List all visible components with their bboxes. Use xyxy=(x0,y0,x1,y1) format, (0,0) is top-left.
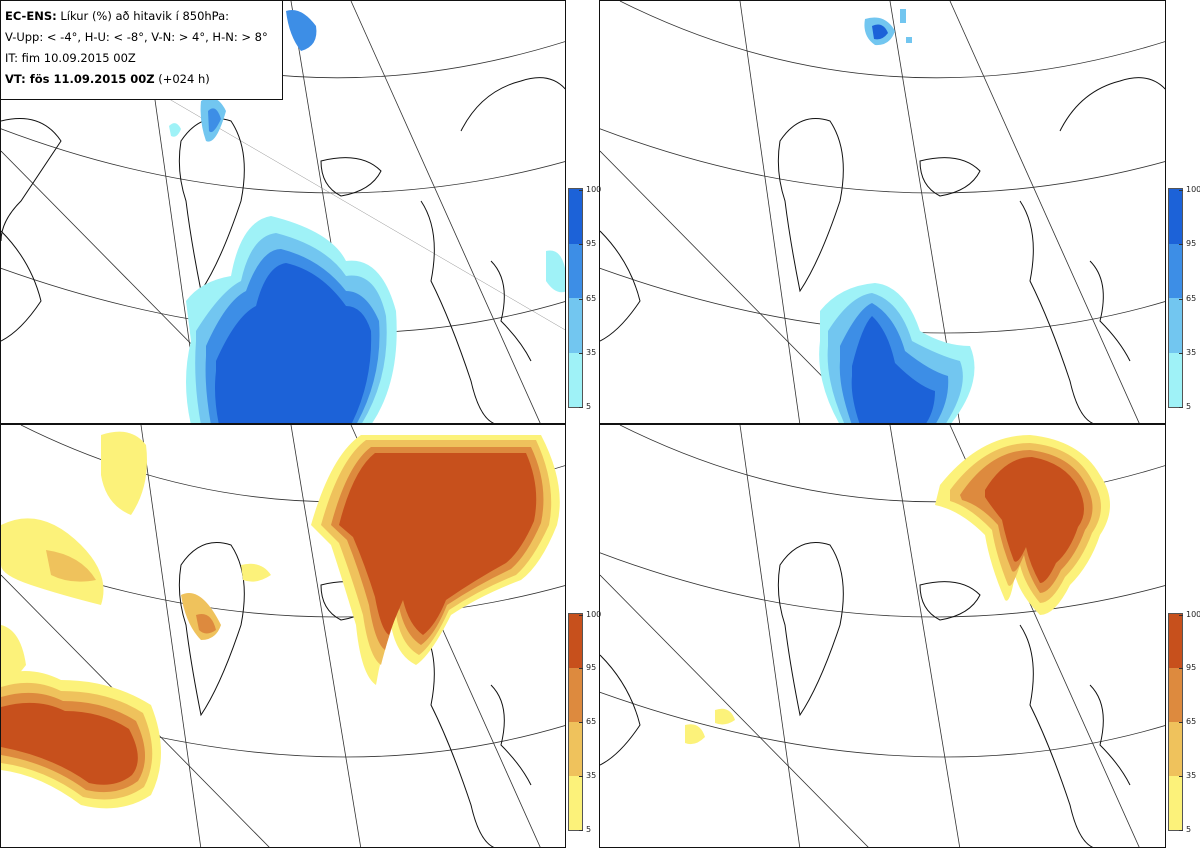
colorbar-tick-65: 65 xyxy=(1186,717,1197,726)
colorbar-tick-35: 35 xyxy=(586,771,597,780)
colorbar-tick-95: 95 xyxy=(586,239,597,248)
coastlines xyxy=(1,77,565,423)
map-panel-bottom-right xyxy=(599,424,1166,848)
colorbar-tick-65: 65 xyxy=(1186,294,1197,303)
cold-probability-field xyxy=(169,10,565,423)
colorbar-tick-5: 5 xyxy=(586,825,592,834)
colorbar-tick-65: 65 xyxy=(586,294,597,303)
colorbar-tick-100: 100 xyxy=(1186,610,1200,619)
info-thresholds: V-Upp: < -4°, H-U: < -8°, V-N: > 4°, H-N… xyxy=(5,30,268,44)
colorbar-tick-65: 65 xyxy=(586,717,597,726)
info-legend-box: EC-ENS: Líkur (%) að hitavik í 850hPa: V… xyxy=(0,0,283,100)
forecast-hour: (+024 h) xyxy=(154,72,210,86)
colorbar-tick-95: 95 xyxy=(1186,663,1197,672)
valid-time: VT: fös 11.09.2015 00Z xyxy=(5,72,155,86)
colorbar-warm-bottom-left: 100 95 65 35 5 xyxy=(568,610,608,834)
graticule xyxy=(600,1,1165,423)
map-graphic xyxy=(600,1,1165,423)
colorbar-tick-35: 35 xyxy=(1186,348,1197,357)
warm-probability-field xyxy=(1,431,560,809)
colorbar-tick-100: 100 xyxy=(586,610,602,619)
colorbar-tick-95: 95 xyxy=(586,663,597,672)
colorbar-tick-5: 5 xyxy=(1186,402,1192,411)
model-name: EC-ENS: xyxy=(5,9,57,23)
colorbar-swatches xyxy=(1168,613,1183,831)
info-valid-time-line: VT: fös 11.09.2015 00Z (+024 h) xyxy=(5,69,282,90)
colorbar-cold-top-left: 100 95 65 35 5 xyxy=(568,185,608,411)
colorbar-tick-5: 5 xyxy=(586,402,592,411)
colorbar-tick-5: 5 xyxy=(1186,825,1192,834)
coastlines xyxy=(600,542,1131,847)
colorbar-swatches xyxy=(1168,188,1183,408)
map-panel-bottom-left xyxy=(0,424,566,848)
warm-probability-field xyxy=(685,435,1110,745)
variable-description: Líkur (%) að hitavik í 850hPa: xyxy=(56,9,230,23)
cold-probability-field xyxy=(819,9,975,423)
coastlines xyxy=(600,77,1165,423)
colorbar-tick-95: 95 xyxy=(1186,239,1197,248)
map-graphic xyxy=(1,1,565,423)
map-graphic xyxy=(1,425,565,847)
map-graphic xyxy=(600,425,1165,847)
colorbar-swatches xyxy=(568,188,583,408)
colorbar-cold-top-right: 100 95 65 35 5 xyxy=(1168,185,1200,411)
info-init-time: IT: fim 10.09.2015 00Z xyxy=(5,51,136,65)
colorbar-warm-bottom-right: 100 95 65 35 5 xyxy=(1168,610,1200,834)
colorbar-tick-100: 100 xyxy=(586,185,602,194)
info-title-line: EC-ENS: Líkur (%) að hitavik í 850hPa: xyxy=(5,6,282,27)
colorbar-tick-35: 35 xyxy=(1186,771,1197,780)
map-panel-top-left xyxy=(0,0,566,424)
colorbar-tick-100: 100 xyxy=(1186,185,1200,194)
map-panel-top-right xyxy=(599,0,1166,424)
colorbar-tick-35: 35 xyxy=(586,348,597,357)
